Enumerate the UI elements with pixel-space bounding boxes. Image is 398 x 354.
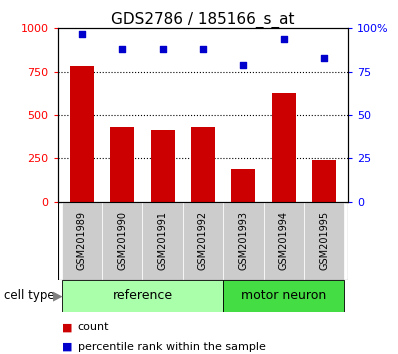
- Text: GSM201989: GSM201989: [77, 211, 87, 270]
- Bar: [62, 280, 223, 312]
- Point: [79, 31, 85, 36]
- Text: ■: ■: [62, 322, 72, 332]
- Text: motor neuron: motor neuron: [241, 289, 326, 302]
- Text: ▶: ▶: [53, 289, 62, 302]
- Text: GSM201991: GSM201991: [158, 211, 168, 270]
- Text: reference: reference: [112, 289, 172, 302]
- Text: GSM201992: GSM201992: [198, 211, 208, 270]
- Bar: [62, 202, 102, 280]
- Bar: [312, 160, 336, 202]
- Title: GDS2786 / 185166_s_at: GDS2786 / 185166_s_at: [111, 12, 295, 28]
- Bar: [304, 202, 344, 280]
- Point: [281, 36, 287, 41]
- Bar: [110, 127, 135, 202]
- Bar: [70, 67, 94, 202]
- Bar: [150, 130, 175, 202]
- Text: GSM201994: GSM201994: [279, 211, 289, 270]
- Bar: [223, 280, 344, 312]
- Bar: [142, 202, 183, 280]
- Text: GSM201993: GSM201993: [238, 211, 248, 270]
- Bar: [263, 202, 304, 280]
- Bar: [271, 92, 296, 202]
- Point: [119, 46, 125, 52]
- Bar: [183, 202, 223, 280]
- Text: cell type: cell type: [4, 289, 55, 302]
- Text: GSM201995: GSM201995: [319, 211, 329, 270]
- Point: [160, 46, 166, 52]
- Text: count: count: [78, 322, 109, 332]
- Bar: [102, 202, 142, 280]
- Text: GSM201990: GSM201990: [117, 211, 127, 270]
- Text: percentile rank within the sample: percentile rank within the sample: [78, 342, 265, 352]
- Bar: [223, 202, 263, 280]
- Bar: [231, 169, 256, 202]
- Point: [321, 55, 327, 61]
- Bar: [191, 127, 215, 202]
- Point: [240, 62, 246, 68]
- Point: [200, 46, 206, 52]
- Text: ■: ■: [62, 342, 72, 352]
